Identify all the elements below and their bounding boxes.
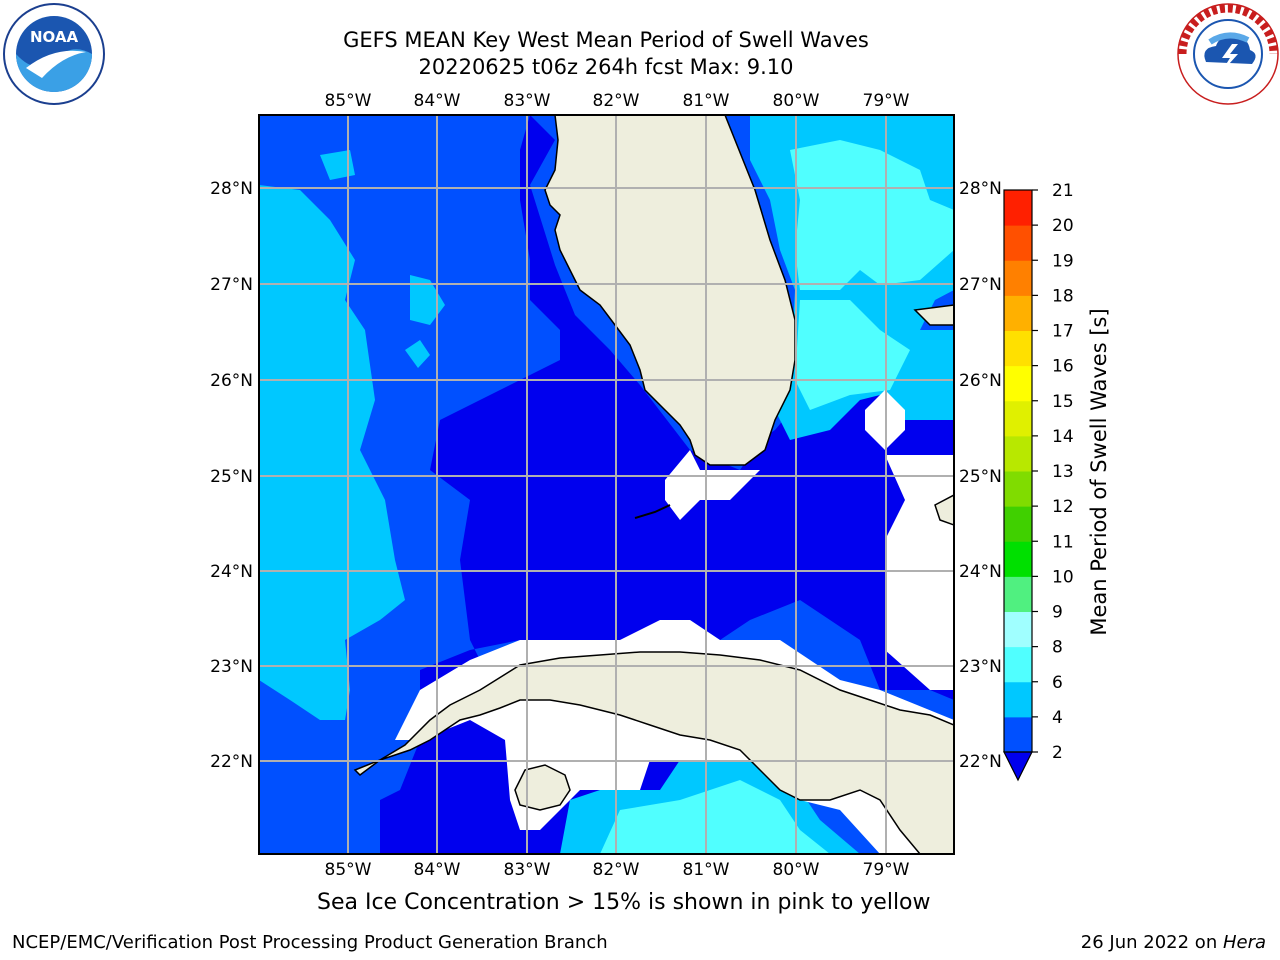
colorbar-tick-label: 8 — [1052, 638, 1063, 658]
lon-label: 81°W — [683, 860, 730, 880]
colorbar-segment — [1004, 225, 1032, 261]
nws-logo — [1177, 3, 1279, 105]
lon-label: 85°W — [325, 91, 372, 111]
colorbar-tick-label: 20 — [1052, 216, 1074, 236]
lon-label: 82°W — [593, 91, 640, 111]
colorbar-tick-label: 9 — [1052, 603, 1063, 623]
footer-date: 26 Jun 2022 on Hera — [1081, 932, 1266, 953]
lat-label: 28°N — [959, 179, 1002, 199]
land-bahamas-1 — [913, 304, 954, 326]
field-band-6-8-east — [790, 140, 954, 290]
colorbar-tick-label: 4 — [1052, 708, 1063, 728]
colorbar-segment — [1004, 611, 1032, 648]
land-bahamas-2 — [934, 494, 954, 526]
lat-label: 27°N — [959, 275, 1002, 295]
colorbar-tick-label: 12 — [1052, 497, 1074, 517]
colorbar-tick-label: 19 — [1052, 251, 1074, 271]
sea-ice-footnote: Sea Ice Concentration > 15% is shown in … — [317, 890, 931, 915]
colorbar: 2 4 6 8 9 10 11 12 13 14 15 16 17 18 19 20 21 — [1003, 181, 1074, 782]
colorbar-segment — [1004, 506, 1032, 542]
lat-label: 27°N — [210, 275, 253, 295]
lat-label: 28°N — [210, 179, 253, 199]
map-frame — [258, 114, 955, 855]
colorbar-segment — [1004, 716, 1032, 753]
colorbar-segment — [1004, 646, 1032, 683]
land-florida-keys — [634, 504, 671, 519]
colorbar-segment — [1004, 365, 1032, 402]
colorbar-tick-label: 13 — [1052, 462, 1074, 482]
lat-labels-left: 28°N 27°N 26°N 25°N 24°N 23°N 22°N — [210, 179, 253, 772]
colorbar-tick-label: 16 — [1052, 357, 1074, 377]
colorbar-tick-label: 10 — [1052, 567, 1074, 587]
land-florida — [544, 115, 796, 466]
lon-label: 82°W — [593, 860, 640, 880]
missing-area-1 — [665, 450, 760, 520]
lon-label: 80°W — [773, 860, 820, 880]
footer-host: Hera — [1222, 932, 1266, 953]
lon-label: 79°W — [863, 860, 910, 880]
lat-label: 25°N — [959, 467, 1002, 487]
colorbar-segment — [1004, 471, 1032, 507]
lon-labels-bottom: 85°W 84°W 83°W 82°W 81°W 80°W 79°W — [325, 860, 910, 880]
field-band-4-6-west — [259, 185, 405, 720]
field-band-4-6-spot1 — [320, 150, 355, 180]
colorbar-tick-label: 2 — [1052, 743, 1063, 763]
colorbar-segment — [1004, 681, 1032, 718]
lon-label: 81°W — [683, 91, 730, 111]
lon-label: 83°W — [504, 91, 551, 111]
missing-area-3 — [885, 455, 954, 690]
lon-label: 84°W — [414, 860, 461, 880]
footer-date-text: 26 Jun 2022 on — [1080, 932, 1223, 953]
lat-label: 23°N — [210, 657, 253, 677]
lon-label: 85°W — [325, 860, 372, 880]
colorbar-tick-label: 21 — [1052, 181, 1074, 201]
colorbar-tick-label: 14 — [1052, 427, 1074, 447]
colorbar-under-triangle — [1003, 751, 1033, 782]
footer-credit: NCEP/EMC/Verification Post Processing Pr… — [12, 932, 608, 953]
lat-label: 24°N — [210, 562, 253, 582]
colorbar-segment — [1004, 190, 1032, 226]
colorbar-tick-label: 18 — [1052, 286, 1074, 306]
colorbar-segment — [1004, 330, 1032, 367]
lat-label: 26°N — [959, 371, 1002, 391]
colorbar-title: Mean Period of Swell Waves [s] — [1087, 308, 1111, 635]
lat-label: 25°N — [210, 467, 253, 487]
lon-labels-top: 85°W 84°W 83°W 82°W 81°W 80°W 79°W — [325, 91, 910, 111]
lon-label: 79°W — [863, 91, 910, 111]
noaa-logo-text: NOAA — [30, 28, 79, 46]
field-band-6-8-south — [600, 780, 830, 854]
lon-label: 84°W — [414, 91, 461, 111]
colorbar-tick-label: 17 — [1052, 322, 1074, 342]
colorbar-tick-label: 6 — [1052, 673, 1063, 693]
colorbar-segment — [1004, 295, 1032, 331]
land-cuba — [353, 651, 954, 854]
lat-labels-right: 28°N 27°N 26°N 25°N 24°N 23°N 22°N — [959, 179, 1002, 772]
colorbar-segment — [1004, 400, 1032, 437]
colorbar-segment — [1004, 435, 1032, 472]
chart-subtitle: 20220625 t06z 264h fcst Max: 9.10 — [418, 55, 794, 79]
noaa-logo: NOAA — [3, 3, 105, 105]
lat-label: 22°N — [210, 752, 253, 772]
lon-label: 80°W — [773, 91, 820, 111]
colorbar-segment — [1004, 260, 1032, 296]
colorbar-segment — [1004, 541, 1032, 577]
graticule — [259, 115, 954, 854]
colorbar-tick-label: 15 — [1052, 392, 1074, 412]
lat-label: 23°N — [959, 657, 1002, 677]
colorbar-segment — [1004, 576, 1032, 612]
lat-label: 24°N — [959, 562, 1002, 582]
swell-period-field — [259, 115, 954, 854]
field-band-6-8-east2 — [795, 300, 910, 410]
colorbar-tick-label: 11 — [1052, 532, 1074, 552]
lat-label: 26°N — [210, 371, 253, 391]
field-band-4-6-spot3 — [405, 340, 430, 368]
lat-label: 22°N — [959, 752, 1002, 772]
chart-title: GEFS MEAN Key West Mean Period of Swell … — [343, 28, 869, 52]
lon-label: 83°W — [504, 860, 551, 880]
